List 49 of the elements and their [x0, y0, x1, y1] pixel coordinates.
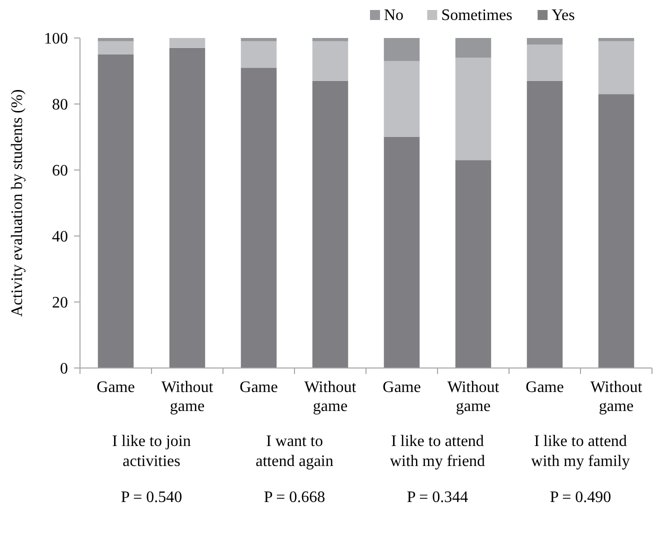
y-axis-title: Activity evaluation by students (%)	[9, 89, 26, 317]
bar	[526, 44, 563, 81]
bar	[169, 38, 206, 48]
bar	[455, 160, 492, 368]
bar	[526, 80, 563, 368]
text: I want to attend again	[256, 433, 334, 470]
legend-label: Sometimes	[441, 7, 512, 24]
bar	[455, 58, 492, 160]
bar	[98, 54, 134, 368]
x-tick-label: Game	[382, 379, 421, 396]
bar	[598, 94, 634, 368]
y-tick-label: 60	[52, 162, 68, 180]
y-tick-label: 0	[60, 360, 68, 378]
bar	[312, 41, 348, 81]
y-tick-label: 100	[44, 30, 68, 48]
bar	[240, 38, 277, 42]
y-tick-label: 80	[52, 96, 68, 114]
legend-label: Yes	[552, 7, 575, 24]
x-tick-label: Game	[240, 379, 278, 396]
bar	[526, 38, 563, 45]
x-tick-label: Without game	[447, 379, 500, 415]
legend-label: No	[384, 7, 404, 24]
bar	[98, 41, 134, 54]
y-tick-label: 40	[52, 228, 68, 246]
bar	[312, 38, 348, 42]
text: I like to attend with my family	[531, 433, 630, 470]
bar	[312, 80, 348, 368]
bar	[240, 68, 277, 368]
bar	[169, 48, 206, 368]
text: I like to join activities	[112, 433, 191, 470]
x-tick-label: Without game	[161, 379, 214, 415]
text: I like to attend with my friend	[390, 433, 486, 470]
bar	[98, 38, 134, 42]
bar	[598, 38, 634, 42]
x-tick-label: Without game	[590, 379, 643, 415]
x-tick-label: Without game	[304, 379, 357, 415]
text: P = 0.490	[550, 489, 612, 506]
text: P = 0.540	[120, 489, 182, 506]
x-tick-label: Game	[526, 379, 564, 396]
bar	[598, 41, 634, 94]
text: P = 0.344	[406, 489, 468, 506]
x-tick-label: Game	[96, 379, 135, 396]
y-tick-label: 20	[52, 294, 68, 312]
bar	[384, 137, 420, 368]
text: P = 0.668	[264, 489, 326, 506]
bar	[384, 38, 420, 62]
bar	[240, 41, 277, 68]
bar	[455, 38, 492, 58]
bar	[384, 61, 420, 137]
